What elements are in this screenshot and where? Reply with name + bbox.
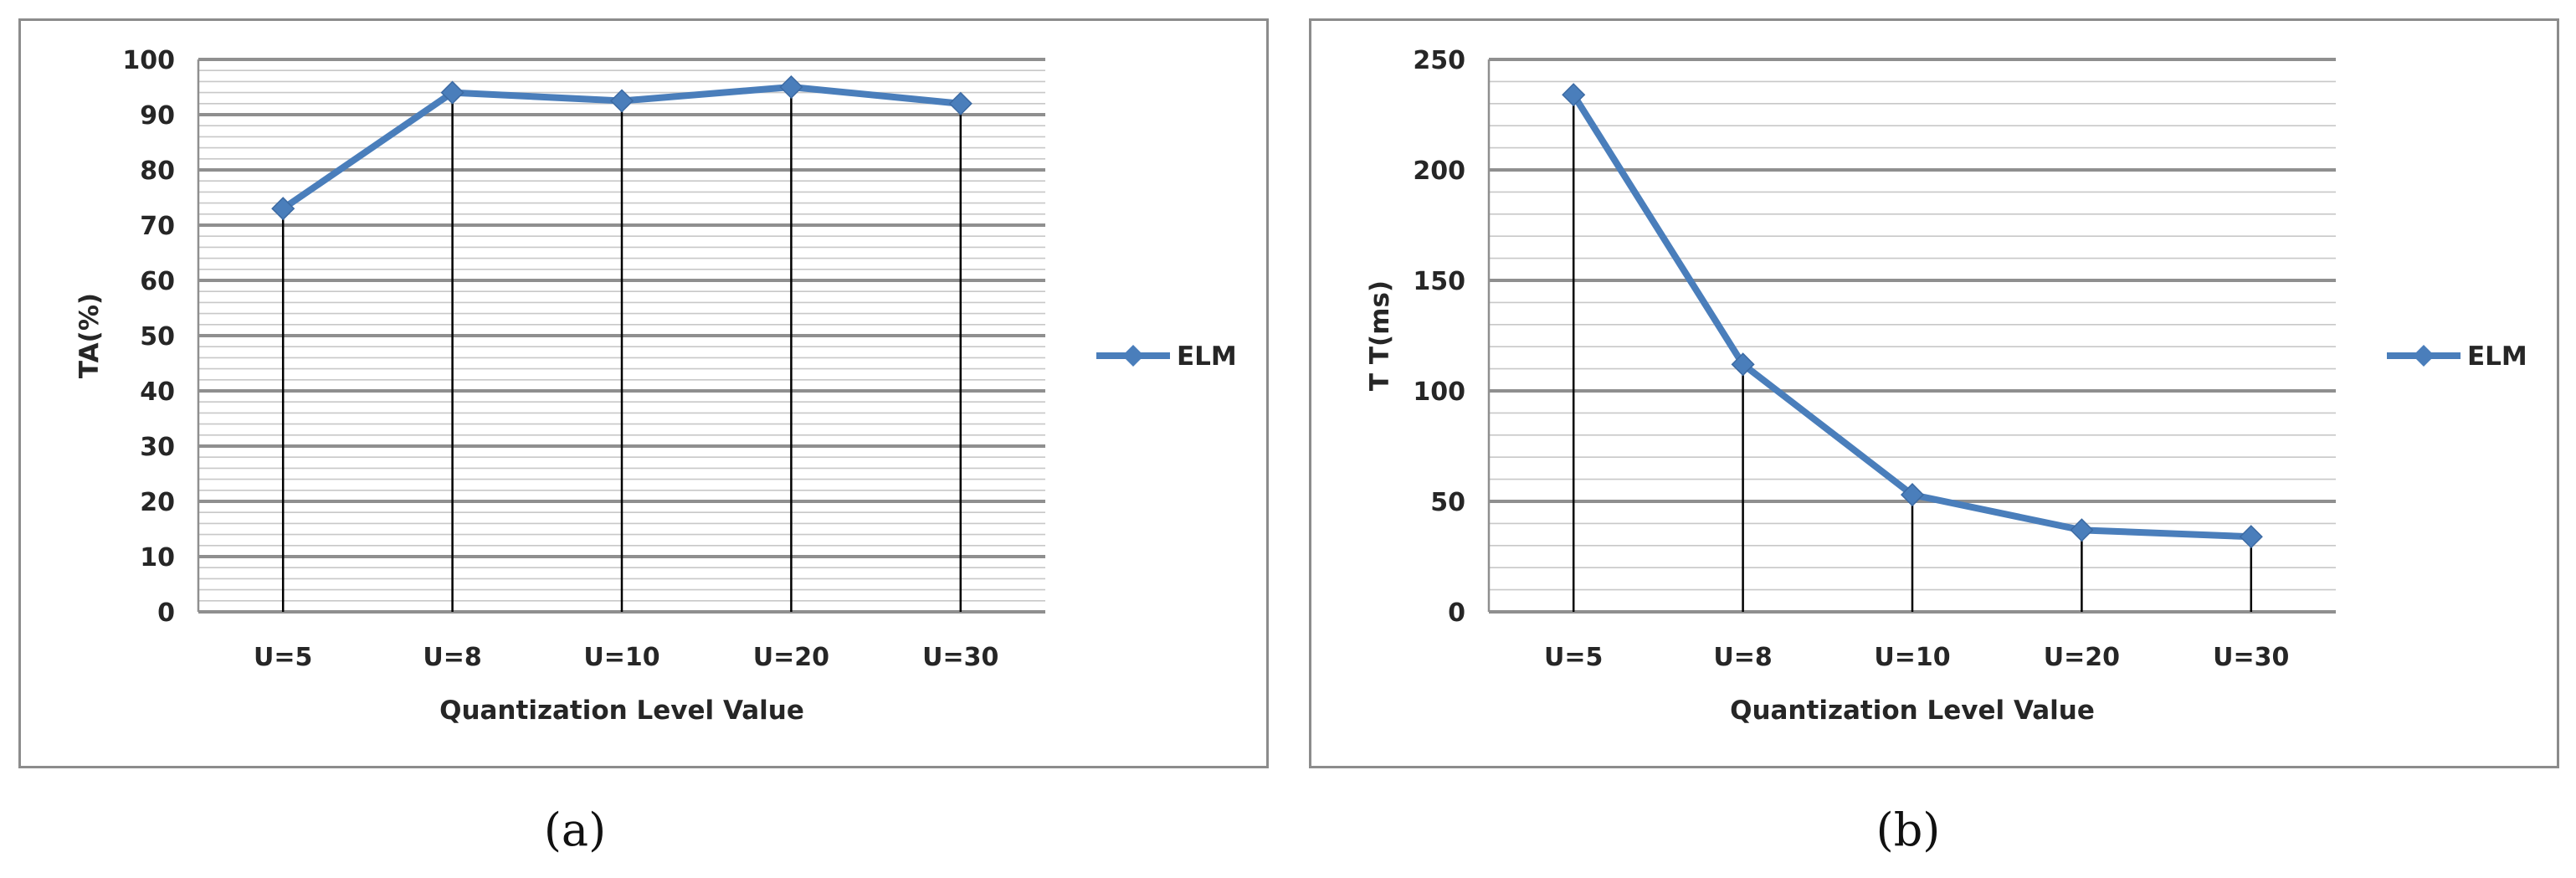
- chart-b-y-tick-label: 150: [1413, 267, 1465, 296]
- chart-a-y-tick-label: 10: [140, 543, 175, 572]
- caption-b: (b): [1876, 804, 1941, 856]
- chart-a-y-tick-label: 60: [140, 267, 175, 296]
- chart-b-x-tick-label: U=10: [1874, 643, 1950, 672]
- chart-a-x-axis-title: Quantization Level Value: [439, 696, 804, 726]
- chart-panel-a: 0 10 20 30 40 50 60 70 80 90 100 U=5 U=8 U=10 U=20 U=30…: [18, 18, 1269, 768]
- chart-b-x-tick-label: U=30: [2213, 643, 2289, 672]
- chart-b-y-tick-label: 250: [1413, 46, 1465, 75]
- chart-b-legend: ELM: [2387, 341, 2527, 372]
- chart-a-legend-marker: [1122, 345, 1144, 367]
- chart-a-x-tick-label: U=5: [254, 643, 312, 672]
- chart-b-legend-label: ELM: [2467, 341, 2527, 372]
- chart-a-y-tick-label: 40: [140, 377, 175, 407]
- chart-b-data-point: [2239, 525, 2263, 549]
- chart-a-data-point: [948, 91, 972, 116]
- chart-b-y-tick-label: 50: [1430, 488, 1465, 517]
- chart-a-data-point: [271, 197, 295, 221]
- chart-a-x-tick-label: U=30: [922, 643, 998, 672]
- chart-b-legend-marker: [2413, 345, 2435, 367]
- chart-b-svg: 0 50 100 150 200 250 U=5 U=8 U=10 U=20 U=30 Quantiz…: [1365, 46, 2527, 726]
- chart-a-data-point: [779, 74, 803, 100]
- chart-b-data-point: [1562, 83, 1586, 107]
- chart-b-series-line-elm: [1570, 91, 2255, 541]
- chart-a-y-tick-label: 0: [157, 598, 175, 628]
- chart-a-y-tick-label: 50: [140, 322, 175, 352]
- chart-a-y-axis-title: TA(%): [74, 293, 105, 378]
- chart-b-x-tick-label: U=8: [1713, 643, 1772, 672]
- chart-b-data-point: [1731, 352, 1755, 377]
- chart-a-data-point: [609, 89, 634, 113]
- chart-a-x-tick-label: U=10: [583, 643, 659, 672]
- chart-a-x-tick-label: U=8: [423, 643, 481, 672]
- chart-a-y-tick-label: 20: [140, 488, 175, 517]
- chart-b-y-axis-title: T T(ms): [1365, 280, 1395, 391]
- chart-b-x-tick-label: U=20: [2044, 643, 2120, 672]
- caption-a: (a): [543, 804, 607, 856]
- chart-b-gridlines: [1489, 58, 2336, 614]
- chart-a-x-tick-label: U=20: [753, 643, 829, 672]
- chart-panel-b: 0 50 100 150 200 250 U=5 U=8 U=10 U=20 U=30 Quantiz…: [1309, 18, 2559, 768]
- chart-a-legend-label: ELM: [1177, 341, 1237, 372]
- chart-a-y-tick-label: 100: [122, 46, 175, 75]
- chart-a-y-tick-label: 90: [140, 101, 175, 131]
- chart-a-y-tick-label: 30: [140, 433, 175, 462]
- chart-b-y-tick-label: 0: [1448, 598, 1465, 628]
- chart-a-data-point: [440, 80, 464, 105]
- chart-a-legend: ELM: [1096, 341, 1237, 372]
- chart-b-x-axis-title: Quantization Level Value: [1730, 696, 2095, 726]
- chart-b-data-point: [1900, 483, 1925, 507]
- chart-a-y-tick-label: 70: [140, 212, 175, 241]
- chart-a-svg: 0 10 20 30 40 50 60 70 80 90 100 U=5 U=8 U=10 U=20 U=30…: [74, 46, 1237, 726]
- chart-a-y-tick-label: 80: [140, 157, 175, 186]
- chart-b-data-point: [2070, 518, 2094, 542]
- chart-b-x-tick-label: U=5: [1544, 643, 1603, 672]
- chart-b-y-tick-label: 200: [1413, 157, 1465, 186]
- chart-b-y-tick-label: 100: [1413, 377, 1465, 407]
